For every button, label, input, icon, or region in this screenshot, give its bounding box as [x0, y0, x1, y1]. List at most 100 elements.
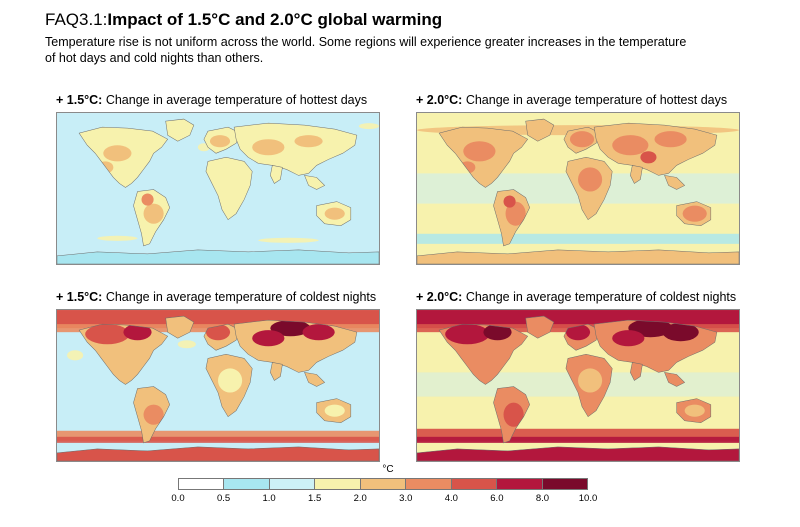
warming-level: + 2.0°C: [416, 290, 463, 304]
intensity-patch [565, 324, 591, 341]
coastline [203, 323, 241, 351]
coastline [78, 323, 169, 385]
panel-title: + 1.5°C: Change in average temperature o… [56, 93, 386, 109]
legend-tick-label: 10.0 [578, 493, 598, 504]
intensity-patch [578, 167, 603, 192]
intensity-patch [324, 404, 345, 417]
panel-title: + 1.5°C: Change in average temperature o… [56, 290, 386, 306]
ocean-patch [177, 340, 196, 349]
coastline [165, 315, 195, 339]
warming-level: + 1.5°C: [56, 93, 103, 107]
legend-swatch [406, 479, 452, 489]
intensity-patch [302, 324, 335, 341]
coastline [316, 398, 352, 423]
panel-label: Change in average temperature of coldest… [105, 290, 377, 304]
intensity-patch [684, 404, 705, 417]
ocean-patch [97, 235, 138, 241]
legend-tick-label: 0.0 [171, 493, 185, 504]
landmass-greenland [165, 316, 194, 339]
coastline [270, 165, 283, 184]
ocean-band [57, 430, 379, 441]
legend-swatch [497, 479, 543, 489]
intensity-patch [85, 324, 130, 345]
coastline [304, 175, 326, 190]
ocean-patch [258, 237, 319, 243]
intensity-patch [143, 203, 164, 224]
coastline [203, 126, 241, 154]
coastline [676, 398, 712, 423]
map-cold-2-0 [416, 309, 740, 462]
intensity-patch [209, 135, 231, 148]
panel-title: + 2.0°C: Change in average temperature o… [416, 290, 746, 306]
coastline [593, 319, 718, 373]
panel-label: Change in average temperature of hottest… [105, 93, 368, 107]
intensity-patch [463, 141, 496, 162]
intensity-patch [218, 368, 243, 393]
landmass-india [630, 165, 643, 184]
legend-swatch [179, 479, 225, 489]
coastline [233, 122, 358, 176]
legend-swatch [224, 479, 270, 489]
coastline [133, 386, 170, 444]
figure-title: FAQ3.1:Impact of 1.5°C and 2.0°C global … [45, 10, 785, 30]
ocean-band [417, 436, 739, 443]
intensity-patch [218, 173, 243, 194]
color-legend: °C 0.0 0.5 1.0 1.5 2.0 3.0 4.0 6.0 8.0 10.0 [171, 464, 598, 524]
legend-color-bar [178, 478, 588, 490]
legend-tick-label: 8.0 [535, 493, 550, 504]
legend-swatch [360, 479, 407, 489]
intensity-patch [662, 323, 699, 342]
intensity-patch [143, 404, 164, 425]
map-hot-1-5 [56, 112, 380, 265]
title-text: Impact of 1.5°C and 2.0°C global warming [107, 10, 443, 29]
coastline [165, 118, 195, 142]
intensity-patch [682, 205, 707, 222]
intensity-patch [503, 402, 524, 427]
coastline [417, 446, 739, 461]
coastline [630, 165, 643, 184]
landmass-india [270, 165, 283, 184]
legend-tick-label: 3.0 [399, 493, 413, 504]
coastline [565, 354, 613, 418]
intensity-patch [640, 151, 657, 164]
coastline [630, 362, 643, 381]
intensity-patch [654, 131, 687, 148]
coastline [664, 372, 686, 387]
coastline [438, 126, 529, 188]
panel-cold-2-0: + 2.0°C: Change in average temperature o… [416, 290, 746, 462]
landmass-india [630, 362, 643, 381]
intensity-patch [569, 131, 595, 148]
coastline [563, 323, 601, 351]
landmass-india [270, 362, 283, 381]
coastline [205, 157, 253, 221]
legend-tick-label: 6.0 [490, 493, 504, 504]
intensity-patch [205, 324, 231, 341]
ocean-patch [358, 123, 379, 130]
map-hot-2-0 [416, 112, 740, 265]
legend-swatch [451, 479, 498, 489]
coastline [438, 323, 529, 385]
figure-subtitle: Temperature rise is not uniform across t… [45, 35, 687, 65]
panel-label: Change in average temperature of coldest… [465, 290, 737, 304]
coastline [417, 249, 739, 264]
legend-ticks: 0.0 0.5 1.0 1.5 2.0 3.0 4.0 6.0 8.0 10.0 [171, 493, 597, 507]
intensity-patch [612, 330, 645, 347]
intensity-patch [483, 324, 512, 341]
intensity-patch [578, 368, 603, 393]
faq-label: FAQ3.1: [45, 10, 108, 29]
legend-swatch [542, 479, 587, 489]
coastline [565, 157, 613, 221]
panel-cold-1-5: + 1.5°C: Change in average temperature o… [56, 290, 386, 462]
warming-level: + 1.5°C: [56, 290, 103, 304]
intensity-patch [505, 201, 526, 226]
legend-swatch [315, 479, 361, 489]
legend-tick-label: 1.5 [308, 493, 322, 504]
coastline [57, 446, 379, 461]
intensity-patch [324, 207, 345, 220]
coastline [133, 189, 170, 247]
legend-tick-label: 1.0 [262, 493, 276, 504]
coastline [205, 354, 253, 418]
panel-title: + 2.0°C: Change in average temperature o… [416, 93, 746, 109]
panel-hot-1-5: + 1.5°C: Change in average temperature o… [56, 93, 386, 265]
panel-label: Change in average temperature of hottest… [465, 93, 728, 107]
